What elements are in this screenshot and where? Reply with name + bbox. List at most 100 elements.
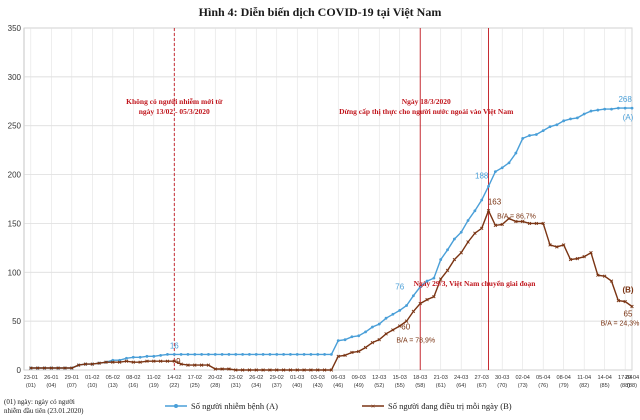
series-b-point — [83, 362, 88, 366]
series-a-point — [569, 117, 572, 121]
series-b-point — [534, 221, 539, 226]
series-b-point — [254, 368, 258, 372]
series-a-point — [439, 258, 443, 261]
x-tick-date: 29-01 — [65, 375, 79, 381]
y-tick-label: 0 — [17, 366, 22, 375]
series-b-point — [357, 349, 361, 354]
ratio-annotation: B/A = 24,3% — [601, 320, 640, 327]
x-tick-day: (25) — [190, 383, 200, 389]
series-b-point — [596, 273, 600, 277]
series-a-point — [528, 134, 531, 137]
x-tick-day: (88) — [620, 383, 630, 389]
x-tick-date: 09-03 — [352, 375, 366, 381]
x-tick-date: 11-04 — [577, 375, 591, 381]
x-tick-day: (55) — [395, 383, 405, 389]
series-b-point — [439, 277, 443, 281]
x-tick-date: 14-02 — [167, 375, 181, 381]
legend-marker-b: × — [371, 402, 376, 411]
series-a-point — [418, 285, 422, 289]
event-annotation-text: Không có người nhiễm mới từ — [126, 97, 223, 106]
series-a-point — [248, 352, 251, 356]
x-tick-day: (61) — [436, 383, 446, 389]
series-a-point — [295, 352, 299, 356]
x-tick-date: 26-01 — [44, 375, 58, 381]
series-b-point — [575, 256, 580, 261]
series-a-point — [623, 106, 627, 110]
series-b-point — [370, 340, 375, 345]
series-a-point — [145, 354, 149, 358]
footnote: (01) ngày: ngày có người nhiễm đầu tiên … — [4, 398, 84, 415]
x-tick-date: 01-02 — [85, 375, 99, 381]
x-tick-day: (46) — [333, 383, 343, 389]
x-tick-date: 23-02 — [229, 375, 243, 381]
series-b-point — [179, 362, 183, 366]
series-a-point — [596, 108, 600, 112]
series-b-point — [623, 299, 627, 304]
series-b-data-label: 9 — [176, 357, 181, 366]
series-a-point — [371, 325, 374, 329]
series-b-point — [124, 359, 129, 363]
series-b-point — [630, 304, 634, 309]
y-axis: 0 50 100 150 200 250 300 350 — [8, 24, 22, 375]
x-tick-day: (01) — [26, 383, 36, 389]
x-tick-day: (82) — [579, 383, 589, 389]
legend-marker-a — [174, 404, 178, 408]
series-b-point — [411, 309, 416, 314]
y-tick-label: 100 — [8, 268, 22, 277]
x-tick-date: 24-03 — [454, 375, 468, 381]
series-a-point — [343, 338, 347, 342]
series-b-point — [527, 221, 532, 226]
series-b-point — [158, 359, 163, 363]
series-b-point — [97, 361, 101, 365]
series-b-point — [466, 240, 470, 244]
series-a-point — [493, 170, 497, 174]
x-tick-day: (40) — [292, 383, 302, 389]
series-a-point — [548, 125, 552, 129]
x-tick-date: 12-03 — [372, 375, 386, 381]
series-a-point — [562, 119, 566, 123]
x-tick-date: 23-01 — [24, 375, 38, 381]
x-tick-day: (70) — [497, 383, 507, 389]
series-a-point — [172, 352, 176, 356]
series-b-point — [117, 360, 122, 364]
event-annotation-text: ngày 13/02 - 05/3/2020 — [139, 107, 210, 116]
series-b-point — [138, 360, 142, 364]
x-tick-day: (37) — [272, 383, 282, 389]
series-a-point — [473, 209, 477, 213]
series-b-point — [29, 366, 33, 370]
series-b-point — [63, 366, 67, 370]
series-b-data-label: 163 — [488, 198, 502, 207]
x-tick-day: (64) — [456, 383, 466, 389]
series-a-data-label: 16 — [170, 341, 179, 350]
series-a-point — [514, 151, 518, 155]
series-a-data-label: 76 — [395, 283, 404, 292]
x-tick-day: (67) — [477, 383, 487, 389]
series-a-point — [405, 304, 408, 307]
series-a-point — [500, 166, 504, 170]
series-a-point — [152, 354, 156, 358]
x-tick-date: 08-04 — [557, 375, 571, 381]
plot-frame — [23, 27, 633, 371]
series-b-point — [316, 368, 320, 372]
series-b-point — [275, 368, 279, 372]
x-tick-date: 26-02 — [249, 375, 263, 381]
y-tick-label: 150 — [8, 219, 22, 228]
series-a-point — [234, 352, 238, 356]
x-tick-date: 30-03 — [495, 375, 509, 381]
series-a-point — [480, 198, 484, 202]
series-b-point — [42, 366, 47, 370]
x-tick-date: 17-04 — [618, 375, 632, 381]
x-tick-day: (31) — [231, 383, 241, 389]
series-a-point — [521, 137, 525, 140]
x-tick-day: (85) — [600, 383, 610, 389]
series-a-point — [323, 352, 326, 356]
series-a-point — [610, 107, 613, 111]
series-a-point — [377, 322, 381, 326]
x-tick-date: 27-03 — [475, 375, 489, 381]
series-b-point — [418, 301, 422, 306]
x-tick-date: 15-03 — [393, 375, 407, 381]
series-b-point — [343, 353, 347, 358]
x-tick-day: (79) — [559, 383, 569, 389]
series-b-line — [30, 208, 633, 371]
series-b-point — [350, 350, 354, 355]
